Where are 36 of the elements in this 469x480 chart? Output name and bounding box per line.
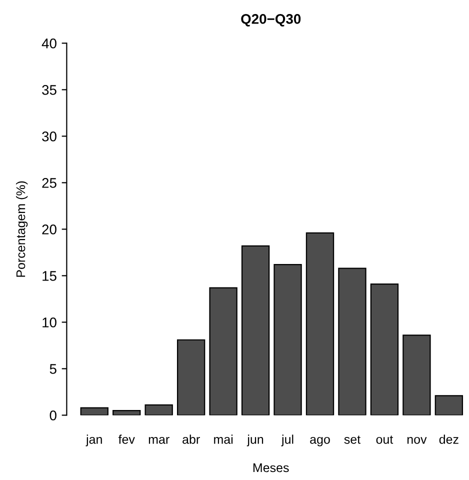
bar <box>370 284 399 416</box>
y-tick-label: 5 <box>50 364 56 374</box>
x-tick-label: mar <box>148 436 170 444</box>
y-tick-label: 40 <box>42 38 56 48</box>
x-tick-label: dez <box>439 434 458 444</box>
y-tick-label: 25 <box>42 178 56 188</box>
bar <box>434 395 464 416</box>
y-tick-label: 30 <box>42 132 56 142</box>
y-tick-label: 0 <box>50 410 56 420</box>
chart-title: Q20−Q30 <box>241 14 301 26</box>
y-axis-title: Porcentagem (%) <box>16 181 28 277</box>
x-tick-label: nov <box>407 436 427 444</box>
y-tick-label: 15 <box>42 271 56 281</box>
x-tick-label: jun <box>246 434 264 446</box>
x-tick-label: set <box>344 436 360 444</box>
x-tick-label: ago <box>310 436 330 446</box>
y-tick-label: 10 <box>42 318 56 328</box>
x-tick-label: fev <box>118 434 135 444</box>
bar <box>241 245 270 416</box>
bar <box>306 232 334 416</box>
x-tick-label: jan <box>86 434 102 446</box>
x-tick-label: jul <box>281 434 294 446</box>
y-tick-label: 20 <box>42 224 56 234</box>
x-tick-label: abr <box>182 434 200 444</box>
bar <box>274 264 302 416</box>
bar <box>402 334 431 416</box>
bar <box>176 339 206 416</box>
bar <box>209 287 238 416</box>
x-tick-label: out <box>376 436 394 444</box>
y-tick-label: 35 <box>42 85 56 95</box>
x-tick-label: mai <box>214 434 233 444</box>
bar <box>338 268 366 416</box>
bar <box>112 410 141 416</box>
bar <box>80 407 108 416</box>
bar <box>144 404 173 416</box>
x-axis-title: Meses <box>253 463 289 472</box>
